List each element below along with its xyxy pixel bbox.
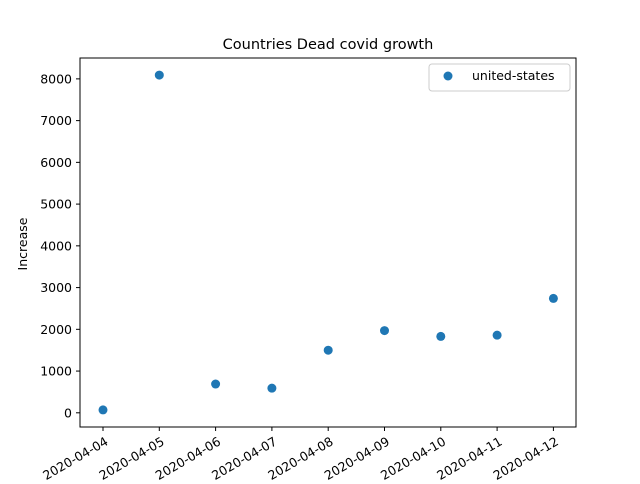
y-tick-label: 1000 bbox=[40, 364, 72, 379]
y-tick-label: 5000 bbox=[40, 197, 72, 212]
y-axis-label: Increase bbox=[15, 217, 30, 270]
y-tick-label: 8000 bbox=[40, 71, 72, 86]
y-tick-label: 6000 bbox=[40, 155, 72, 170]
legend: united-states bbox=[428, 63, 571, 92]
data-point bbox=[154, 70, 164, 80]
plot-frame bbox=[79, 57, 577, 428]
y-tick-label: 4000 bbox=[40, 238, 72, 253]
data-point bbox=[323, 345, 333, 355]
legend-box bbox=[428, 63, 571, 92]
y-tick-label: 0 bbox=[64, 405, 72, 420]
legend-marker bbox=[443, 71, 453, 81]
y-tick-label: 7000 bbox=[40, 113, 72, 128]
data-point bbox=[548, 293, 558, 303]
data-point bbox=[380, 326, 389, 336]
data-point bbox=[267, 383, 277, 393]
y-ticks: 0 1000 2000 3000 4000 5000 6000 7000 8000 bbox=[40, 71, 80, 420]
y-tick-label: 2000 bbox=[40, 322, 72, 337]
data-points bbox=[98, 70, 558, 415]
data-point bbox=[436, 331, 446, 341]
legend-label: united-states bbox=[472, 68, 555, 83]
data-point bbox=[98, 405, 108, 415]
chart-title: Countries Dead covid growth bbox=[223, 37, 434, 53]
y-tick-label: 3000 bbox=[40, 280, 72, 295]
data-point bbox=[211, 379, 221, 389]
data-point bbox=[492, 330, 502, 340]
